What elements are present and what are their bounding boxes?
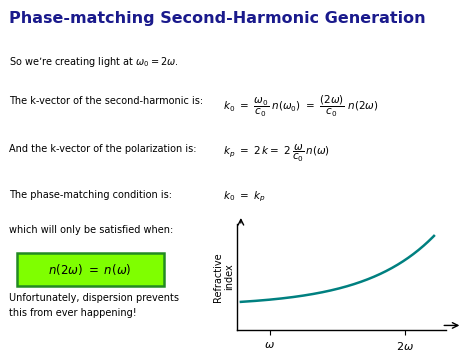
Text: And the k-vector of the polarization is:: And the k-vector of the polarization is: (9, 144, 197, 154)
Text: Phase-matching Second-Harmonic Generation: Phase-matching Second-Harmonic Generatio… (9, 11, 426, 26)
Text: $n(2\omega) \ = \ n(\omega)$: $n(2\omega) \ = \ n(\omega)$ (48, 262, 132, 277)
Text: $k_0 \ = \ \dfrac{\omega_0}{c_0} \ n(\omega_0) \ = \ \dfrac{(2\omega)}{c_0} \ n(: $k_0 \ = \ \dfrac{\omega_0}{c_0} \ n(\om… (223, 94, 378, 119)
Text: The phase-matching condition is:: The phase-matching condition is: (9, 190, 173, 200)
Text: The k-vector of the second-harmonic is:: The k-vector of the second-harmonic is: (9, 96, 204, 106)
Text: So we’re creating light at $\omega_0 = 2\omega$.: So we’re creating light at $\omega_0 = 2… (9, 55, 179, 69)
Text: $k_p \ = \ 2\,k = \ 2\,\dfrac{\omega}{c_0}\, n(\omega)$: $k_p \ = \ 2\,k = \ 2\,\dfrac{\omega}{c_… (223, 143, 330, 164)
FancyBboxPatch shape (17, 253, 164, 286)
Text: which will only be satisfied when:: which will only be satisfied when: (9, 225, 174, 235)
Text: Unfortunately, dispersion prevents
this from ever happening!: Unfortunately, dispersion prevents this … (9, 293, 180, 318)
Text: $k_0 \ = \ k_p$: $k_0 \ = \ k_p$ (223, 190, 265, 204)
Y-axis label: Refractive
index: Refractive index (213, 252, 234, 302)
